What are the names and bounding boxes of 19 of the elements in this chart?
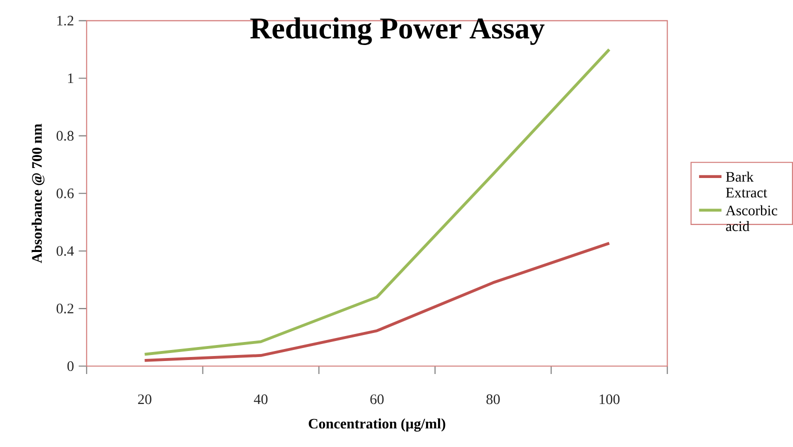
line-series [143, 242, 611, 362]
x-tick-label: 100 [600, 394, 620, 404]
y-tick-label: 0.2 [56, 304, 74, 314]
legend-label: Ascorbic acid [726, 205, 778, 232]
line-series [143, 48, 611, 356]
x-tick-label: 80 [486, 394, 500, 404]
x-tick-label: 60 [370, 394, 384, 404]
y-tick-label: 0.8 [56, 131, 74, 141]
chart-title: Reducing Power Assay [250, 18, 545, 46]
y-tick-label: 0 [67, 361, 74, 372]
x-tick-label: 40 [254, 394, 268, 404]
x-axis-title: Concentration (µg/ml) [308, 418, 446, 432]
y-tick-label: 0.6 [56, 188, 74, 198]
legend-label: Bark Extract [726, 172, 768, 198]
y-tick-label: 0.4 [56, 246, 74, 256]
x-tick-label: 20 [138, 394, 152, 404]
y-tick-label: 1.2 [57, 16, 74, 26]
y-tick-label: 1 [68, 74, 74, 84]
y-axis-title: Absorbance @ 700 nm [32, 124, 44, 264]
